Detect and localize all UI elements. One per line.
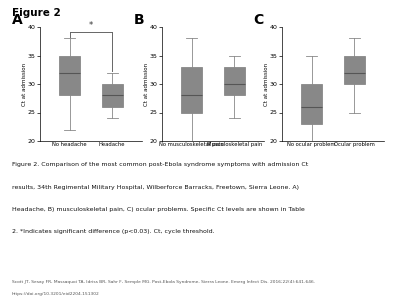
Text: results, 34th Regimental Military Hospital, Wilberforce Barracks, Freetown, Sier: results, 34th Regimental Military Hospit… [12, 184, 299, 190]
Text: Scott JT, Sesay FR, Massaquoi TA, Idriss BR, Sahr F, Semple MG. Post-Ebola Syndr: Scott JT, Sesay FR, Massaquoi TA, Idriss… [12, 280, 315, 284]
Text: Figure 2. Comparison of the most common post-Ebola syndrome symptoms with admiss: Figure 2. Comparison of the most common … [12, 162, 308, 167]
Y-axis label: Ct at admission: Ct at admission [264, 62, 268, 106]
PathPatch shape [224, 67, 245, 95]
Text: *: * [89, 21, 93, 30]
PathPatch shape [59, 56, 80, 95]
Text: https://doi.org/10.3201/eid2204.151302: https://doi.org/10.3201/eid2204.151302 [12, 292, 100, 296]
Text: A: A [12, 13, 22, 27]
PathPatch shape [102, 84, 123, 107]
Text: 2. *Indicates significant difference (p<0.03). Ct, cycle threshold.: 2. *Indicates significant difference (p<… [12, 230, 215, 235]
Y-axis label: Ct at admission: Ct at admission [22, 62, 26, 106]
Text: C: C [254, 13, 264, 27]
Text: Headache, B) musculoskeletal pain, C) ocular problems. Specific Ct levels are sh: Headache, B) musculoskeletal pain, C) oc… [12, 207, 305, 212]
Text: Figure 2: Figure 2 [12, 8, 61, 17]
PathPatch shape [301, 84, 322, 124]
Y-axis label: Ct at admission: Ct at admission [144, 62, 148, 106]
PathPatch shape [181, 67, 202, 112]
PathPatch shape [344, 56, 365, 84]
Text: B: B [134, 13, 144, 27]
